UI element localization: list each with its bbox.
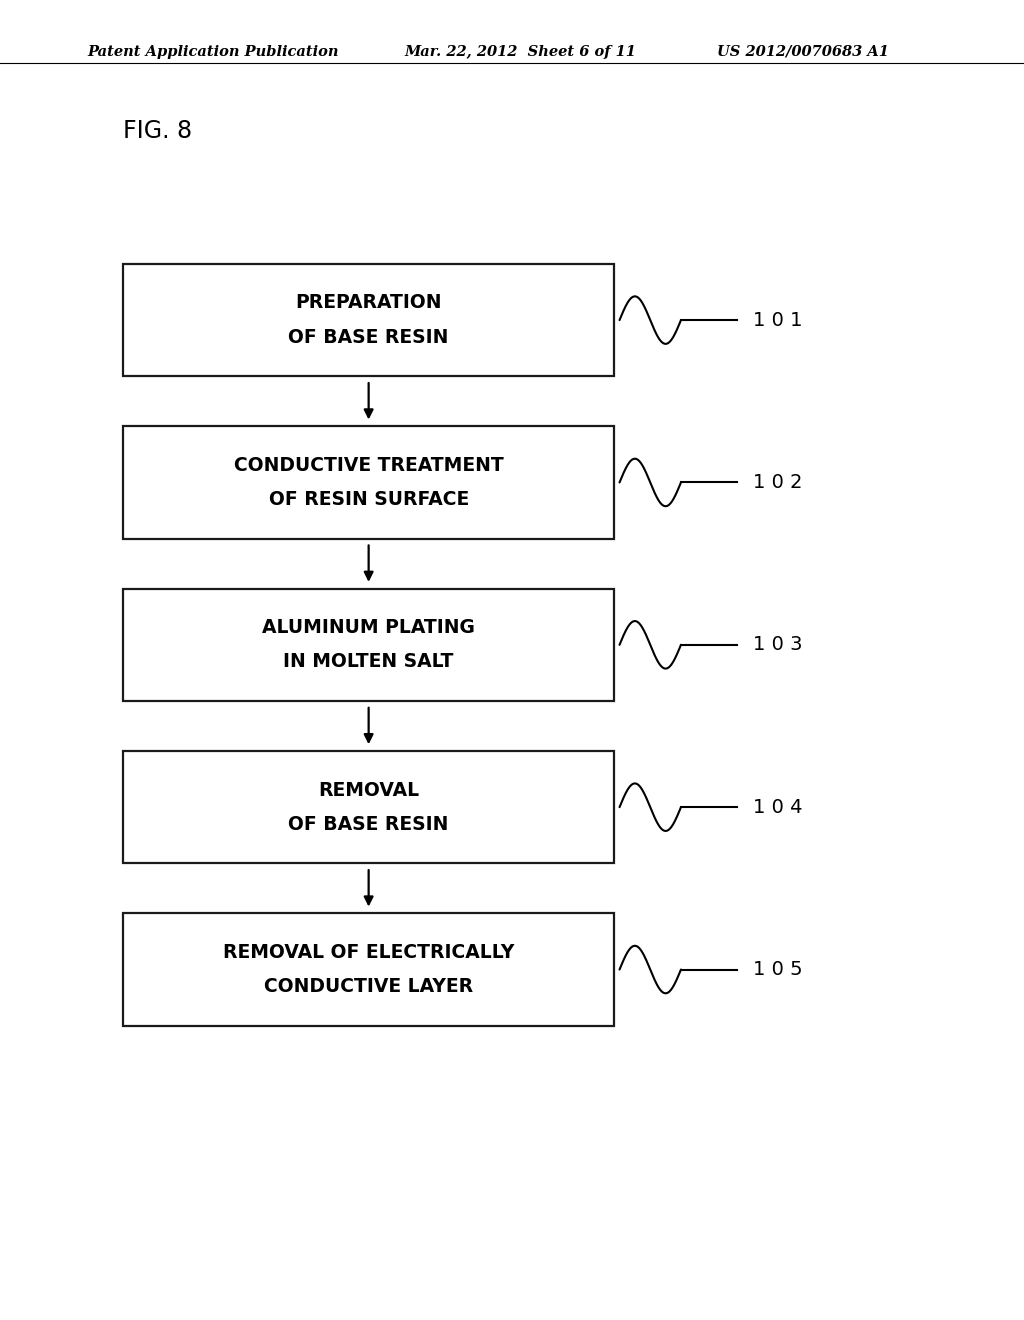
Text: 1 0 3: 1 0 3 <box>753 635 802 655</box>
Text: REMOVAL OF ELECTRICALLY: REMOVAL OF ELECTRICALLY <box>223 942 514 962</box>
Text: 1 0 2: 1 0 2 <box>753 473 802 492</box>
Text: REMOVAL: REMOVAL <box>318 780 419 800</box>
Text: CONDUCTIVE LAYER: CONDUCTIVE LAYER <box>264 977 473 997</box>
Bar <box>123 751 614 863</box>
Text: ALUMINUM PLATING: ALUMINUM PLATING <box>262 618 475 638</box>
Text: US 2012/0070683 A1: US 2012/0070683 A1 <box>717 45 889 59</box>
Text: OF RESIN SURFACE: OF RESIN SURFACE <box>268 490 469 510</box>
Text: CONDUCTIVE TREATMENT: CONDUCTIVE TREATMENT <box>233 455 504 475</box>
Text: PREPARATION: PREPARATION <box>295 293 442 313</box>
Bar <box>123 913 614 1026</box>
Bar <box>123 589 614 701</box>
Text: OF BASE RESIN: OF BASE RESIN <box>289 814 449 834</box>
Text: FIG. 8: FIG. 8 <box>123 119 193 143</box>
Bar <box>123 426 614 539</box>
Bar <box>123 264 614 376</box>
Text: 1 0 5: 1 0 5 <box>753 960 802 979</box>
Text: Patent Application Publication: Patent Application Publication <box>87 45 339 59</box>
Text: OF BASE RESIN: OF BASE RESIN <box>289 327 449 347</box>
Text: 1 0 1: 1 0 1 <box>753 310 802 330</box>
Text: IN MOLTEN SALT: IN MOLTEN SALT <box>284 652 454 672</box>
Text: Mar. 22, 2012  Sheet 6 of 11: Mar. 22, 2012 Sheet 6 of 11 <box>404 45 636 59</box>
Text: 1 0 4: 1 0 4 <box>753 797 802 817</box>
